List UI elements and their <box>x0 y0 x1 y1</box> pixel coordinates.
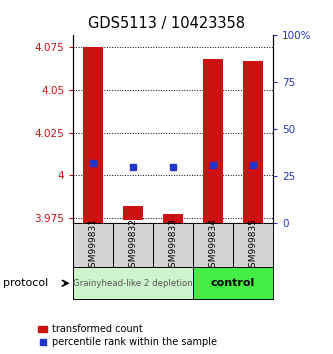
Bar <box>73 267 193 299</box>
Bar <box>193 267 273 299</box>
Legend: transformed count, percentile rank within the sample: transformed count, percentile rank withi… <box>38 325 217 347</box>
Bar <box>233 223 273 267</box>
Text: GSM999833: GSM999833 <box>168 218 178 273</box>
Text: GSM999831: GSM999831 <box>89 218 98 273</box>
Bar <box>243 61 263 223</box>
Bar <box>193 223 233 267</box>
Bar <box>153 223 193 267</box>
Text: GSM999832: GSM999832 <box>129 218 138 273</box>
Bar <box>83 47 103 223</box>
Text: control: control <box>211 278 255 288</box>
Text: protocol: protocol <box>3 278 49 288</box>
Bar <box>203 59 223 223</box>
Text: Grainyhead-like 2 depletion: Grainyhead-like 2 depletion <box>73 279 193 288</box>
Bar <box>123 206 143 219</box>
Bar <box>113 223 153 267</box>
Text: GSM999835: GSM999835 <box>248 218 258 273</box>
Bar <box>73 223 113 267</box>
Text: GSM999834: GSM999834 <box>208 218 218 273</box>
Bar <box>163 215 183 223</box>
Text: GDS5113 / 10423358: GDS5113 / 10423358 <box>88 16 245 31</box>
